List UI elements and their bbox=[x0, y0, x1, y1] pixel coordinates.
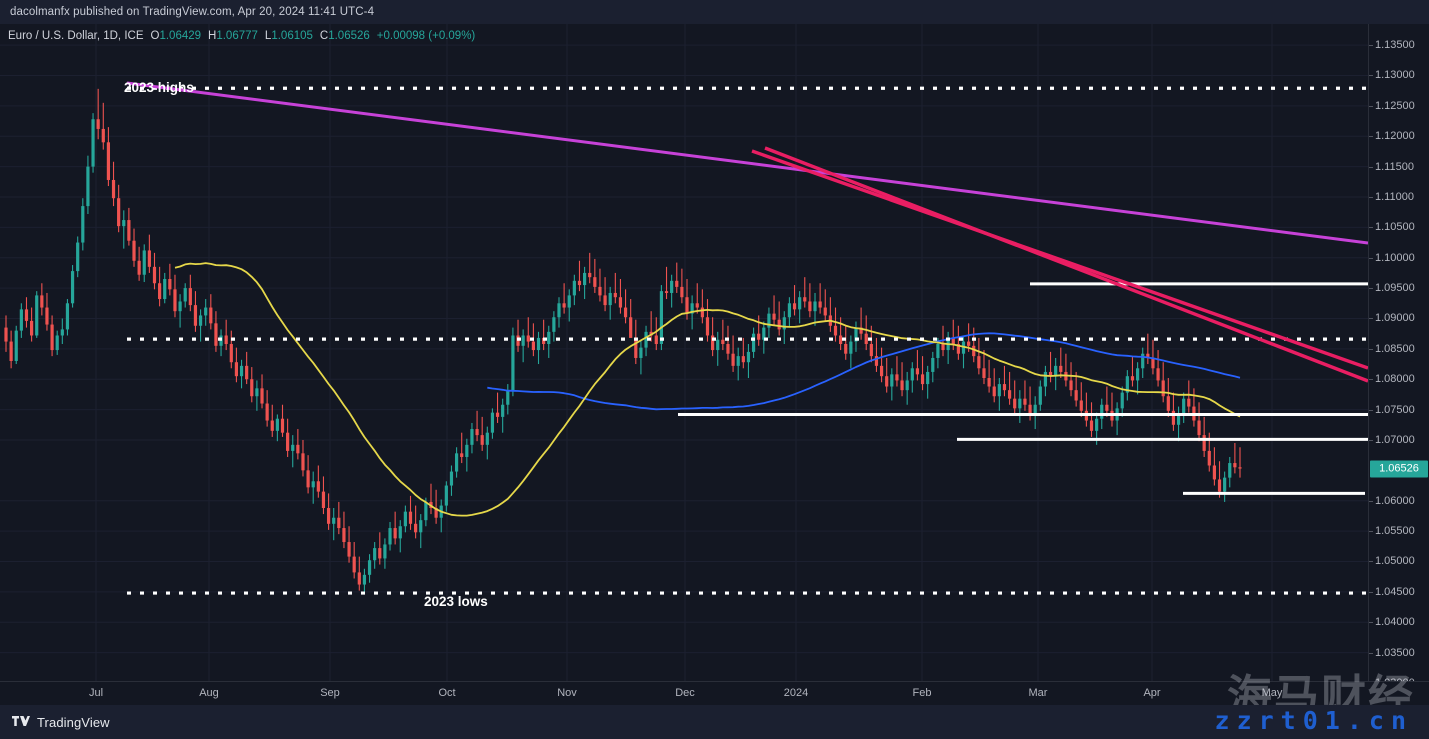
price-tick-1.04500: 1.04500 bbox=[1375, 585, 1415, 598]
price-tick-mark bbox=[1369, 257, 1373, 259]
time-tick-Nov: Nov bbox=[557, 687, 577, 699]
price-tick-1.11500: 1.11500 bbox=[1375, 160, 1414, 173]
chart-legend[interactable]: Euro / U.S. Dollar, 1D, ICE O1.06429 H1.… bbox=[8, 30, 475, 42]
price-tick-1.12500: 1.12500 bbox=[1375, 99, 1415, 112]
price-tick-mark bbox=[1369, 348, 1373, 350]
time-tick-Feb: Feb bbox=[912, 687, 932, 699]
price-tick-mark bbox=[1369, 105, 1373, 107]
moving-average-lines bbox=[174, 262, 1241, 517]
price-tick-1.07000: 1.07000 bbox=[1375, 433, 1415, 446]
price-tick-1.03500: 1.03500 bbox=[1375, 646, 1415, 659]
time-tick-Oct: Oct bbox=[438, 687, 456, 699]
price-tick-1.07500: 1.07500 bbox=[1375, 403, 1415, 416]
price-tick-mark bbox=[1369, 318, 1373, 320]
tradingview-logo-icon bbox=[12, 715, 30, 726]
price-tick-mark bbox=[1369, 561, 1373, 563]
time-tick-Mar: Mar bbox=[1028, 687, 1048, 699]
price-tick-1.06000: 1.06000 bbox=[1375, 494, 1415, 507]
annotation-2023-highs: 2023 highs bbox=[124, 80, 194, 95]
time-tick-May: May bbox=[1261, 687, 1283, 699]
price-tick-1.13000: 1.13000 bbox=[1375, 69, 1415, 82]
price-tick-mark bbox=[1369, 652, 1373, 654]
price-tick-mark bbox=[1369, 196, 1373, 198]
price-axis[interactable]: 1.13500 1.13000 1.12500 1.12000 1.11500 1.110… bbox=[1368, 24, 1429, 681]
price-tick-mark bbox=[1369, 622, 1373, 624]
close-value: C1.06526 bbox=[319, 30, 370, 42]
price-tick-1.13500: 1.13500 bbox=[1375, 39, 1415, 52]
open-value: O1.06429 bbox=[150, 30, 202, 42]
price-tick-mark bbox=[1369, 591, 1373, 593]
price-tick-mark bbox=[1369, 75, 1373, 77]
price-tick-1.04000: 1.04000 bbox=[1375, 616, 1415, 629]
current-price-badge: 1.06526 bbox=[1370, 460, 1428, 478]
attribution-bar: dacolmanfx published on TradingView.com,… bbox=[0, 0, 1429, 24]
time-tick-Aug: Aug bbox=[199, 687, 219, 699]
price-tick-mark bbox=[1369, 379, 1373, 381]
price-tick-1.05000: 1.05000 bbox=[1375, 555, 1415, 568]
price-tick-mark bbox=[1369, 136, 1373, 138]
price-tick-1.12000: 1.12000 bbox=[1375, 130, 1415, 143]
time-tick-Jul: Jul bbox=[88, 687, 104, 699]
time-tick-Dec: Dec bbox=[675, 687, 695, 699]
price-tick-1.11000: 1.11000 bbox=[1375, 190, 1414, 203]
price-tick-mark bbox=[1369, 409, 1373, 411]
low-value: L1.06105 bbox=[264, 30, 313, 42]
time-tick-Apr: Apr bbox=[1143, 687, 1161, 699]
price-tick-mark bbox=[1369, 288, 1373, 290]
price-tick-mark bbox=[1369, 531, 1373, 533]
annotation-2023-lows: 2023 lows bbox=[424, 594, 488, 609]
price-tick-1.03000: 1.03000 bbox=[1375, 677, 1415, 681]
time-axis[interactable]: Jul Aug Sep Oct Nov Dec 2024 Feb Mar Apr May bbox=[0, 681, 1429, 705]
time-tick-Sep: Sep bbox=[320, 687, 340, 699]
price-tick-mark bbox=[1369, 166, 1373, 168]
tradingview-brand-label: TradingView bbox=[37, 714, 110, 730]
candlestick-chart bbox=[0, 24, 1368, 681]
chart-frame[interactable]: Euro / U.S. Dollar, 1D, ICE O1.06429 H1.… bbox=[0, 24, 1429, 705]
time-tick-2024: 2024 bbox=[783, 687, 809, 699]
high-value: H1.06777 bbox=[208, 30, 258, 42]
price-tick-mark bbox=[1369, 439, 1373, 441]
price-tick-1.09000: 1.09000 bbox=[1375, 312, 1415, 325]
price-tick-mark bbox=[1369, 45, 1373, 47]
grid-layer bbox=[0, 24, 1368, 681]
price-tick-1.09500: 1.09500 bbox=[1375, 282, 1415, 295]
drawing-overlays bbox=[126, 81, 1368, 595]
change-value: +0.00098 (+0.09%) bbox=[376, 30, 476, 42]
price-tick-1.10500: 1.10500 bbox=[1375, 221, 1415, 234]
footer-bar: TradingView bbox=[0, 705, 1429, 739]
price-tick-1.08000: 1.08000 bbox=[1375, 373, 1415, 386]
plot-area[interactable] bbox=[0, 24, 1368, 681]
symbol-label[interactable]: Euro / U.S. Dollar, 1D, ICE bbox=[8, 30, 144, 42]
price-tick-mark bbox=[1369, 227, 1373, 229]
price-tick-mark bbox=[1369, 500, 1373, 502]
attribution-text: dacolmanfx published on TradingView.com,… bbox=[10, 6, 375, 18]
price-tick-1.05500: 1.05500 bbox=[1375, 525, 1415, 538]
price-tick-1.08500: 1.08500 bbox=[1375, 342, 1415, 355]
price-tick-1.10000: 1.10000 bbox=[1375, 251, 1415, 264]
candlestick-series bbox=[4, 88, 1242, 594]
